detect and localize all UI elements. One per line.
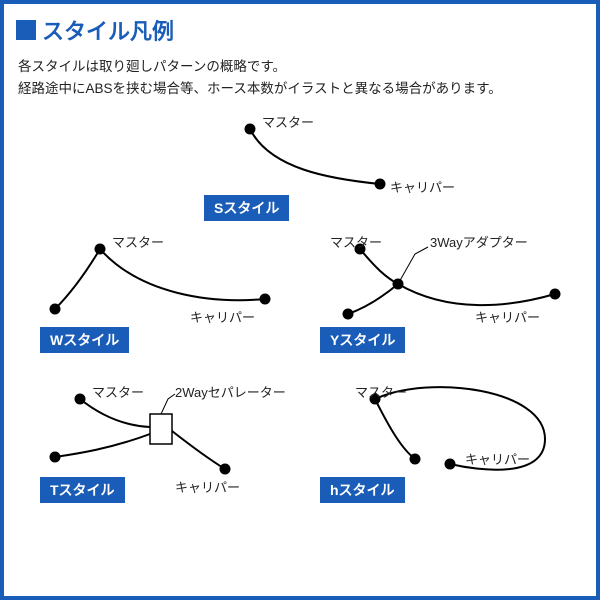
description-line1: 各スタイルは取り廻しパターンの概略です。 bbox=[18, 56, 582, 78]
header-square-icon bbox=[16, 20, 36, 40]
label-w-caliper: キャリパー bbox=[190, 307, 255, 326]
description: 各スタイルは取り廻しパターンの概略です。 経路途中にABSを挟む場合等、ホース本… bbox=[0, 52, 600, 99]
description-line2: 経路途中にABSを挟む場合等、ホース本数がイラストと異なる場合があります。 bbox=[18, 78, 582, 100]
header: スタイル凡例 bbox=[0, 0, 600, 52]
label-y-adapter: 3Wayアダプター bbox=[430, 232, 528, 251]
label-h-master: マスター bbox=[355, 382, 407, 401]
diagram-area: SスタイルマスターキャリパーWスタイルマスターキャリパーYスタイルマスター3Wa… bbox=[0, 99, 600, 569]
label-h-caliper: キャリパー bbox=[465, 449, 530, 468]
label-s-caliper: キャリパー bbox=[390, 177, 455, 196]
label-y-caliper: キャリパー bbox=[475, 307, 540, 326]
header-title: スタイル凡例 bbox=[42, 14, 174, 46]
label-t-separator: 2Wayセパレーター bbox=[175, 382, 286, 401]
label-w-master: マスター bbox=[112, 232, 164, 251]
label-y-master: マスター bbox=[330, 232, 382, 251]
tag-t-style: Tスタイル bbox=[40, 477, 125, 503]
label-s-master: マスター bbox=[262, 112, 314, 131]
tag-h-style: hスタイル bbox=[320, 477, 405, 503]
label-t-caliper: キャリパー bbox=[175, 477, 240, 496]
tag-s-style: Sスタイル bbox=[204, 195, 289, 221]
tag-y-style: Yスタイル bbox=[320, 327, 405, 353]
label-t-master: マスター bbox=[92, 382, 144, 401]
tag-w-style: Wスタイル bbox=[40, 327, 129, 353]
